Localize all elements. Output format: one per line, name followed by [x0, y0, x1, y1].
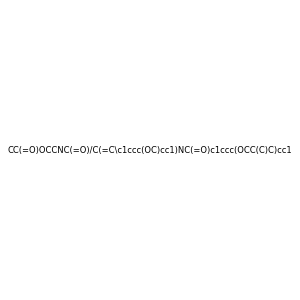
- Text: CC(=O)OCCNC(=O)/C(=C\c1ccc(OC)cc1)NC(=O)c1ccc(OCC(C)C)cc1: CC(=O)OCCNC(=O)/C(=C\c1ccc(OC)cc1)NC(=O)…: [8, 146, 292, 154]
